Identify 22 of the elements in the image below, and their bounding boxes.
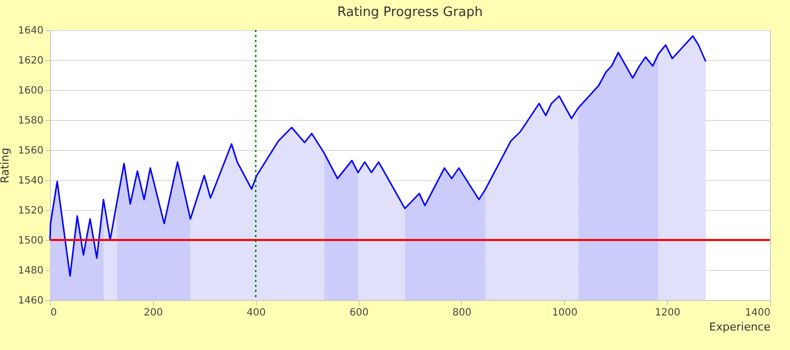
x-tick-label: 600	[350, 308, 369, 318]
x-tick-label: 1000	[552, 308, 578, 318]
chart-title: Rating Progress Graph	[337, 5, 483, 20]
y-tick-label: 1620	[18, 56, 44, 66]
y-tick-label: 1580	[18, 116, 44, 126]
y-tick-label: 1520	[18, 206, 44, 216]
x-axis-title: Experience	[709, 320, 771, 334]
y-tick-label: 1600	[18, 86, 44, 96]
y-tick-label: 1500	[18, 236, 44, 246]
y-tick-label: 1460	[18, 296, 44, 306]
x-tick-label: 800	[452, 308, 472, 318]
y-tick-label: 1480	[18, 266, 44, 276]
y-tick-label: 1640	[18, 26, 44, 36]
x-tick-label: 0	[50, 308, 57, 318]
x-tick-label: 1200	[654, 308, 680, 318]
x-tick-label: 200	[144, 308, 163, 318]
line-series	[49, 35, 706, 277]
x-tick-label: 400	[246, 308, 266, 318]
y-tick-label: 1540	[18, 176, 44, 186]
y-tick-label: 1560	[18, 146, 44, 156]
x-tick-label: 1400	[745, 308, 770, 318]
y-axis-title: Rating	[0, 148, 12, 184]
